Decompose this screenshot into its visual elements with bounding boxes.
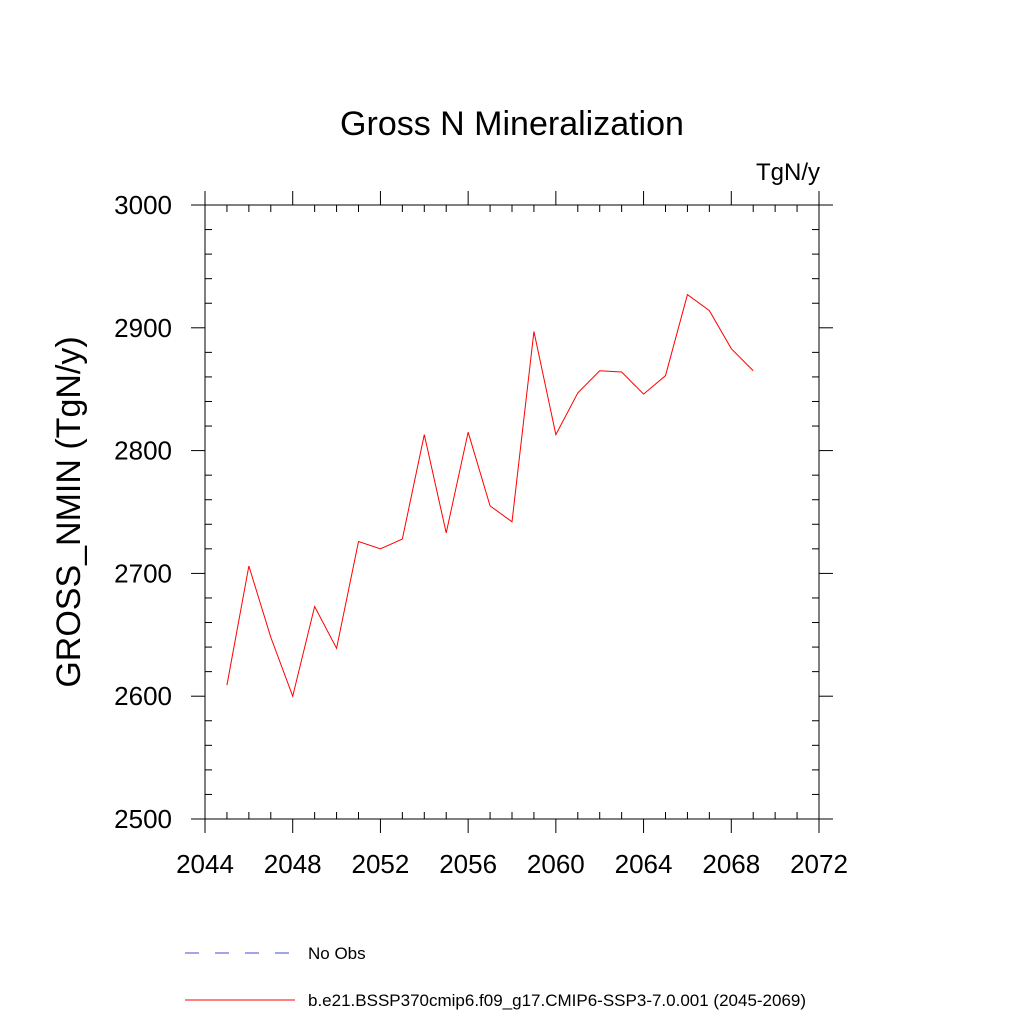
y-axis-label: GROSS_NMIN (TgN/y) xyxy=(50,336,88,687)
x-tick-label: 2048 xyxy=(264,849,322,879)
y-tick-label: 2900 xyxy=(114,313,172,343)
legend-no-obs-label: No Obs xyxy=(308,944,366,963)
legend-model-run-label: b.e21.BSSP370cmip6.f09_g17.CMIP6-SSP3-7.… xyxy=(308,991,806,1010)
legend: No Obs b.e21.BSSP370cmip6.f09_g17.CMIP6-… xyxy=(185,944,806,1010)
units-label: TgN/y xyxy=(756,159,820,186)
chart-title: Gross N Mineralization xyxy=(340,105,684,143)
y-tick-label: 2500 xyxy=(114,804,172,834)
series-layer xyxy=(226,293,754,698)
x-tick-label: 2044 xyxy=(176,849,234,879)
y-tick-label: 3000 xyxy=(114,190,172,220)
x-tick-label: 2060 xyxy=(527,849,585,879)
plot-frame xyxy=(204,204,820,820)
x-tick-label: 2072 xyxy=(790,849,848,879)
y-tick-label: 2600 xyxy=(114,681,172,711)
axis-ticks: 2044 2048 2052 2056 2060 2064 2068 2072 2500 2600… xyxy=(114,190,848,879)
y-tick-label: 2800 xyxy=(114,436,172,466)
x-tick-label: 2064 xyxy=(615,849,673,879)
series-line xyxy=(226,293,754,698)
x-tick-label: 2068 xyxy=(702,849,760,879)
y-tick-label: 2700 xyxy=(114,558,172,588)
x-tick-label: 2052 xyxy=(352,849,410,879)
x-tick-label: 2056 xyxy=(439,849,497,879)
